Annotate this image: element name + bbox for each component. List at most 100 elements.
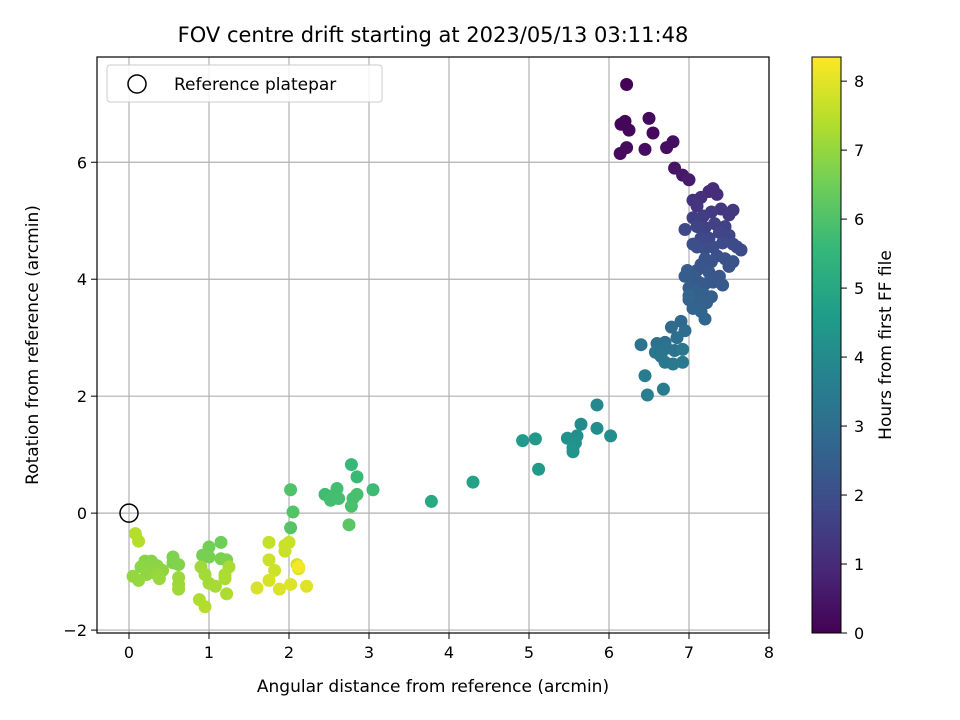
data-point: [350, 470, 364, 484]
data-point: [634, 338, 648, 352]
data-point: [268, 563, 282, 577]
data-point: [366, 483, 380, 497]
data-point: [284, 483, 298, 497]
data-point: [696, 209, 710, 223]
data-point: [656, 382, 670, 396]
data-point: [262, 573, 276, 587]
data-point: [424, 494, 438, 508]
chart-title: FOV centre drift starting at 2023/05/13 …: [178, 23, 689, 47]
data-point: [532, 462, 546, 476]
data-point: [344, 499, 358, 513]
data-point: [202, 550, 216, 564]
data-point: [172, 582, 186, 596]
data-point: [676, 355, 690, 369]
data-point: [262, 535, 276, 549]
x-tick-label: 5: [524, 643, 534, 662]
data-point: [638, 369, 652, 383]
data-point: [218, 572, 232, 586]
data-point: [722, 259, 736, 273]
colorbar-tick-label: 3: [854, 417, 864, 436]
colorbar: [811, 56, 842, 634]
x-tick-label: 7: [684, 643, 694, 662]
colorbar-ticks: 0 1 2 3 4 5 6 7 8: [841, 72, 864, 643]
data-point: [250, 581, 264, 595]
data-point: [710, 187, 724, 201]
x-axis-ticks: 0 1 2 3 4 5 6 7 8: [124, 633, 774, 662]
colorbar-tick-label: 5: [854, 279, 864, 298]
y-axis-label: Rotation from reference (arcmin): [23, 205, 43, 485]
data-point: [670, 331, 684, 345]
data-point: [690, 220, 704, 234]
data-point: [690, 199, 704, 213]
colorbar-tick-label: 0: [854, 624, 864, 643]
y-tick-label: −2: [63, 621, 87, 640]
data-point: [566, 445, 580, 459]
data-point: [640, 388, 654, 402]
data-point: [622, 123, 636, 137]
legend-marker: [127, 74, 147, 94]
points-layer: [126, 77, 748, 614]
data-point: [172, 558, 186, 572]
data-point: [734, 243, 748, 257]
x-tick-label: 6: [604, 643, 614, 662]
x-axis-label: Angular distance from reference (arcmin): [257, 677, 609, 697]
data-point: [664, 320, 678, 334]
data-point: [620, 141, 634, 155]
x-tick-label: 2: [284, 643, 294, 662]
data-point: [620, 77, 634, 91]
y-tick-label: 4: [77, 270, 87, 289]
data-point: [686, 237, 700, 251]
data-point: [574, 417, 588, 431]
data-point: [646, 126, 660, 140]
colorbar-tick-label: 1: [854, 555, 864, 574]
data-point: [342, 518, 356, 532]
data-point: [516, 434, 530, 448]
colorbar-tick-label: 7: [854, 141, 864, 160]
data-point: [132, 573, 146, 587]
legend-box: [106, 64, 383, 103]
legend-label: Reference platepar: [174, 75, 336, 95]
data-point: [132, 534, 146, 548]
x-tick-label: 4: [444, 643, 454, 662]
colorbar-label: Hours from first FF file: [876, 250, 896, 440]
y-axis-ticks: −2 0 2 4 6: [63, 153, 97, 640]
data-point: [208, 579, 222, 593]
y-tick-label: 6: [77, 153, 87, 172]
x-tick-label: 0: [124, 643, 134, 662]
data-point: [528, 432, 542, 446]
colorbar-tick-label: 2: [854, 486, 864, 505]
data-point: [638, 142, 652, 156]
colorbar-tick-label: 8: [854, 72, 864, 91]
data-point: [278, 544, 292, 558]
data-point: [682, 289, 696, 303]
data-point: [642, 111, 656, 125]
data-point: [330, 482, 344, 496]
data-point: [262, 553, 276, 567]
data-point: [722, 208, 736, 222]
data-point: [292, 560, 306, 574]
data-point: [590, 398, 604, 412]
data-point: [198, 600, 212, 614]
colorbar-tick-label: 4: [854, 348, 864, 367]
data-point: [682, 173, 696, 187]
legend: Reference platepar: [106, 64, 383, 103]
data-point: [344, 458, 358, 472]
data-point: [678, 223, 692, 237]
data-point: [678, 269, 692, 283]
x-tick-label: 3: [364, 643, 374, 662]
plot-frame: [96, 56, 770, 634]
data-point: [284, 521, 298, 535]
data-point: [716, 278, 730, 292]
x-tick-label: 8: [764, 643, 774, 662]
reference-platepar-marker: [119, 503, 139, 523]
data-point: [332, 492, 346, 505]
data-point: [272, 582, 286, 596]
data-point: [466, 475, 480, 489]
y-tick-label: 2: [77, 387, 87, 406]
data-point: [666, 357, 680, 371]
colorbar-tick-label: 6: [854, 210, 864, 229]
x-tick-label: 1: [204, 643, 214, 662]
data-point: [676, 342, 690, 356]
